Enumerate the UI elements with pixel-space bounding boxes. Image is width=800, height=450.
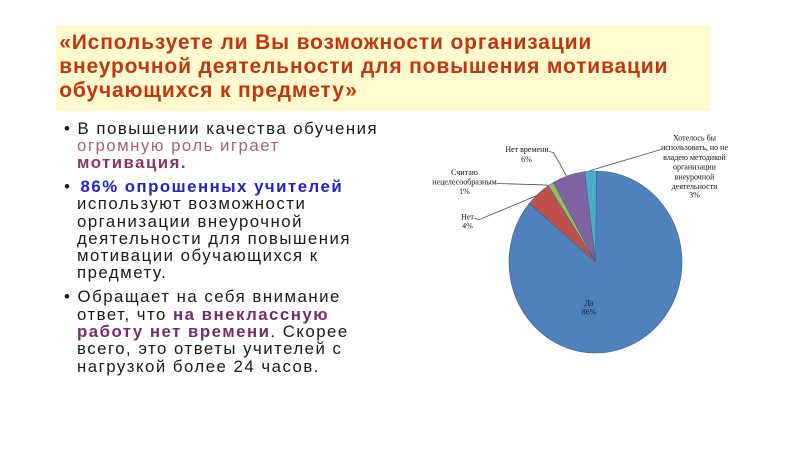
svg-text:1%: 1% [459,187,470,196]
svg-text:6%: 6% [521,155,532,164]
svg-text:Нет времени: Нет времени [505,145,549,154]
svg-text:Нет: Нет [461,212,474,221]
svg-text:Считаю: Считаю [451,168,478,177]
svg-text:4%: 4% [462,221,473,230]
svg-text:Хотелось бы: Хотелось бы [673,134,717,143]
svg-text:деятельности: деятельности [672,182,719,191]
svg-text:86%: 86% [582,307,597,316]
svg-text:Да: Да [584,298,593,307]
svg-text:владею методикой: владею методикой [663,153,726,162]
svg-text:использовать, но не: использовать, но не [661,143,728,152]
svg-text:организации: организации [673,163,717,172]
svg-text:3%: 3% [689,191,700,200]
svg-text:внеурочной: внеурочной [675,172,716,181]
svg-text:нецелесообразным: нецелесообразным [432,177,496,186]
